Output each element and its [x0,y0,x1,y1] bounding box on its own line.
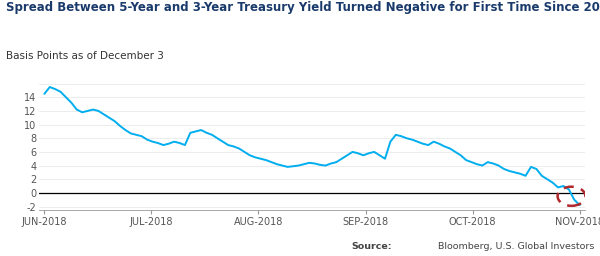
Text: Bloomberg, U.S. Global Investors: Bloomberg, U.S. Global Investors [434,242,594,251]
Text: Spread Between 5-Year and 3-Year Treasury Yield Turned Negative for First Time S: Spread Between 5-Year and 3-Year Treasur… [6,1,600,14]
Text: Source:: Source: [351,242,392,251]
Text: Basis Points as of December 3: Basis Points as of December 3 [6,51,164,61]
